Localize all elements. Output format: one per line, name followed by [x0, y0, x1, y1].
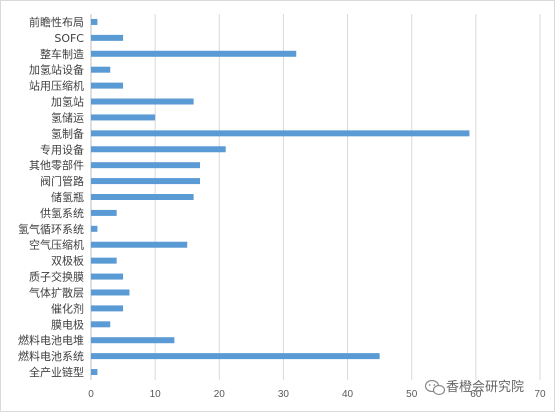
category-label: 整车制造 — [40, 47, 84, 61]
bar — [91, 225, 98, 232]
wechat-icon — [424, 379, 446, 396]
watermark-text: 香橙会研究院 — [446, 380, 524, 395]
category-label: 前瞻性布局 — [29, 15, 84, 29]
x-tick-label: 40 — [342, 389, 354, 400]
bar — [91, 337, 175, 344]
bar — [91, 50, 297, 57]
x-tick-label: 20 — [214, 389, 226, 400]
x-tick-label: 10 — [150, 389, 162, 400]
x-tick-label: 30 — [278, 389, 290, 400]
category-label: 全产业链型 — [29, 365, 84, 379]
bar — [91, 257, 117, 264]
bars — [91, 18, 470, 376]
bar — [91, 273, 124, 280]
category-label: 双极板 — [51, 254, 84, 268]
bar — [91, 162, 201, 169]
bar — [91, 178, 201, 185]
bar — [91, 353, 380, 360]
bar — [91, 321, 111, 328]
category-label: 催化剂 — [51, 301, 84, 315]
category-label: 专用设备 — [40, 142, 84, 156]
category-label: 阀门管路 — [40, 174, 84, 188]
category-label: 供氢系统 — [40, 206, 84, 220]
category-label: 质子交换膜 — [29, 270, 84, 284]
category-label: 气体扩散层 — [29, 285, 84, 299]
bar — [91, 305, 124, 312]
bar — [91, 82, 124, 89]
category-label: 燃料电池系统 — [18, 349, 84, 363]
category-label: 空气压缩机 — [29, 238, 84, 252]
bar — [91, 34, 124, 41]
bar — [91, 289, 130, 296]
bar — [91, 98, 194, 105]
x-tick-labels: 0 10 20 30 40 50 60 70 — [88, 389, 546, 400]
category-label: 其他零部件 — [29, 158, 84, 172]
bar — [91, 114, 156, 121]
category-label: 燃料电池电堆 — [18, 333, 84, 347]
category-labels: 前瞻性布局 SOFC 整车制造加氢站设备站用压缩机加氢站氢储运氢制备专用设备其他零部… — [18, 15, 84, 379]
x-tick-label: 0 — [88, 389, 94, 400]
category-label: 加氢站 — [51, 95, 84, 109]
category-label: 站用压缩机 — [29, 79, 84, 93]
bar — [91, 209, 117, 216]
x-tick-label: 60 — [470, 389, 482, 400]
category-label: 氢制备 — [51, 126, 84, 140]
bar — [91, 130, 470, 137]
x-tick-label: 50 — [406, 389, 418, 400]
bar — [91, 369, 98, 376]
category-label: 膜电极 — [51, 317, 84, 331]
category-label: SOFC — [54, 32, 84, 45]
bar — [91, 146, 226, 153]
category-label: 氢气循环系统 — [18, 222, 84, 236]
category-label: 加氢站设备 — [29, 63, 84, 77]
bar — [91, 241, 188, 248]
bar — [91, 194, 194, 200]
bar — [91, 66, 111, 73]
category-label: 储氢瓶 — [51, 190, 84, 204]
category-label: 氢储运 — [51, 110, 84, 124]
watermark: 香橙会研究院 — [424, 379, 524, 396]
x-tick-label: 70 — [534, 389, 546, 400]
gridlines — [90, 14, 541, 380]
bar — [91, 18, 98, 25]
